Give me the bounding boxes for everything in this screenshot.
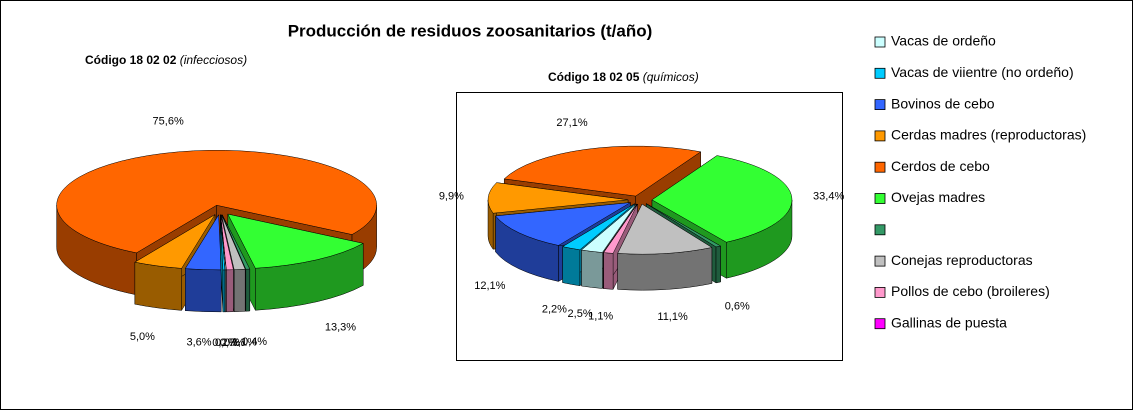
slice [603, 203, 638, 253]
chart-title: Producción de residuos zoosanitarios (t/… [288, 21, 653, 40]
slice [227, 213, 364, 269]
slice-side [185, 268, 222, 313]
legend-swatch [874, 67, 886, 79]
value-label: 33,4% [813, 191, 844, 203]
legend-swatch [874, 224, 886, 236]
slice-side [233, 269, 246, 312]
legend-label: Pollos de cebo (broileres) [891, 283, 1050, 299]
legend-swatch [874, 318, 886, 330]
slice [561, 203, 635, 251]
legend-swatch [874, 286, 886, 298]
value-label: 13,3% [325, 322, 356, 334]
slice [503, 145, 702, 197]
plot-frame [456, 92, 843, 361]
legend-label: Vacas de ordeño [891, 33, 996, 49]
value-label: 0,6% [725, 301, 750, 313]
slice-group [220, 214, 226, 313]
slice [487, 182, 629, 214]
value-label: 12,1% [474, 280, 505, 292]
subtitle-kind: (químicos) [643, 70, 699, 84]
subtitle-code: Código 18 02 05 [548, 70, 640, 84]
slice [580, 203, 637, 253]
subtitle: Código 18 02 05 (químicos) [548, 70, 699, 84]
pie [487, 145, 793, 291]
value-label: 5,0% [130, 331, 155, 343]
value-label: 1,1% [588, 311, 613, 323]
slice [56, 149, 377, 254]
value-label: 0,4% [242, 336, 267, 348]
value-label: 0,7% [220, 337, 245, 349]
slice [495, 202, 631, 246]
value-label: 0,0% [215, 337, 240, 349]
slice-group [617, 203, 713, 291]
slice [134, 214, 216, 269]
subtitle-kind: (infecciosos) [180, 53, 247, 67]
slice [221, 214, 246, 270]
legend-swatch [874, 36, 886, 48]
slice-group [184, 213, 222, 313]
value-label: 0,2% [212, 337, 237, 349]
slice [651, 155, 793, 243]
legend-label: Bovinos de cebo [891, 95, 995, 111]
legend-swatch [874, 130, 886, 142]
slice [646, 203, 722, 248]
legend-label: Cerdos de cebo [891, 158, 990, 174]
slice-group [227, 213, 364, 311]
slice-side [245, 268, 251, 312]
value-label: 27,1% [556, 117, 587, 129]
legend-label: Vacas de viientre (no ordeño) [891, 64, 1074, 80]
slice [220, 214, 226, 271]
slice-side [226, 269, 234, 313]
value-label: 1,1% [232, 337, 257, 349]
slice-side [134, 261, 182, 311]
value-label: 2,5% [568, 308, 593, 320]
slice [603, 203, 638, 254]
legend-swatch [874, 99, 886, 110]
value-label: 75,6% [153, 115, 184, 127]
legend-label: Conejas reproductoras [891, 252, 1033, 268]
legend-swatch [874, 255, 886, 267]
pie [56, 149, 377, 313]
slice-side [562, 246, 581, 287]
legend-label: Gallinas de puesta [891, 314, 1007, 330]
subtitle-code: Código 18 02 02 [85, 53, 177, 67]
slice-group [220, 214, 234, 313]
value-label: 9,9% [439, 191, 464, 203]
slice [220, 214, 234, 271]
legend-swatch [874, 161, 886, 173]
legend-label: Cerdas madres (reproductoras) [891, 127, 1086, 143]
slice-side [224, 269, 227, 313]
legend-swatch [874, 193, 886, 204]
slice-side [603, 252, 614, 290]
subtitle: Código 18 02 02 (infecciosos) [85, 53, 247, 67]
slice-side [715, 245, 721, 284]
slice-side [222, 269, 226, 313]
slice [222, 214, 251, 270]
value-label: 11,1% [657, 311, 688, 323]
slice-side [581, 249, 603, 289]
value-label: 3,6% [187, 337, 212, 349]
slice [617, 203, 713, 255]
value-label: 2,2% [542, 303, 567, 315]
legend-label: Ovejas madres [891, 189, 985, 205]
